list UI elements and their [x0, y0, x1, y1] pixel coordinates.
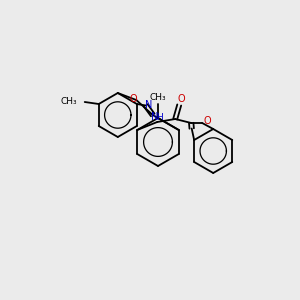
Text: O: O — [177, 94, 185, 104]
Text: O: O — [130, 94, 137, 104]
Text: N: N — [145, 100, 152, 110]
Text: CH₃: CH₃ — [150, 94, 166, 103]
Text: O: O — [203, 116, 211, 126]
Text: CH₃: CH₃ — [60, 97, 77, 106]
Text: H: H — [156, 112, 163, 122]
Text: N: N — [151, 112, 158, 122]
